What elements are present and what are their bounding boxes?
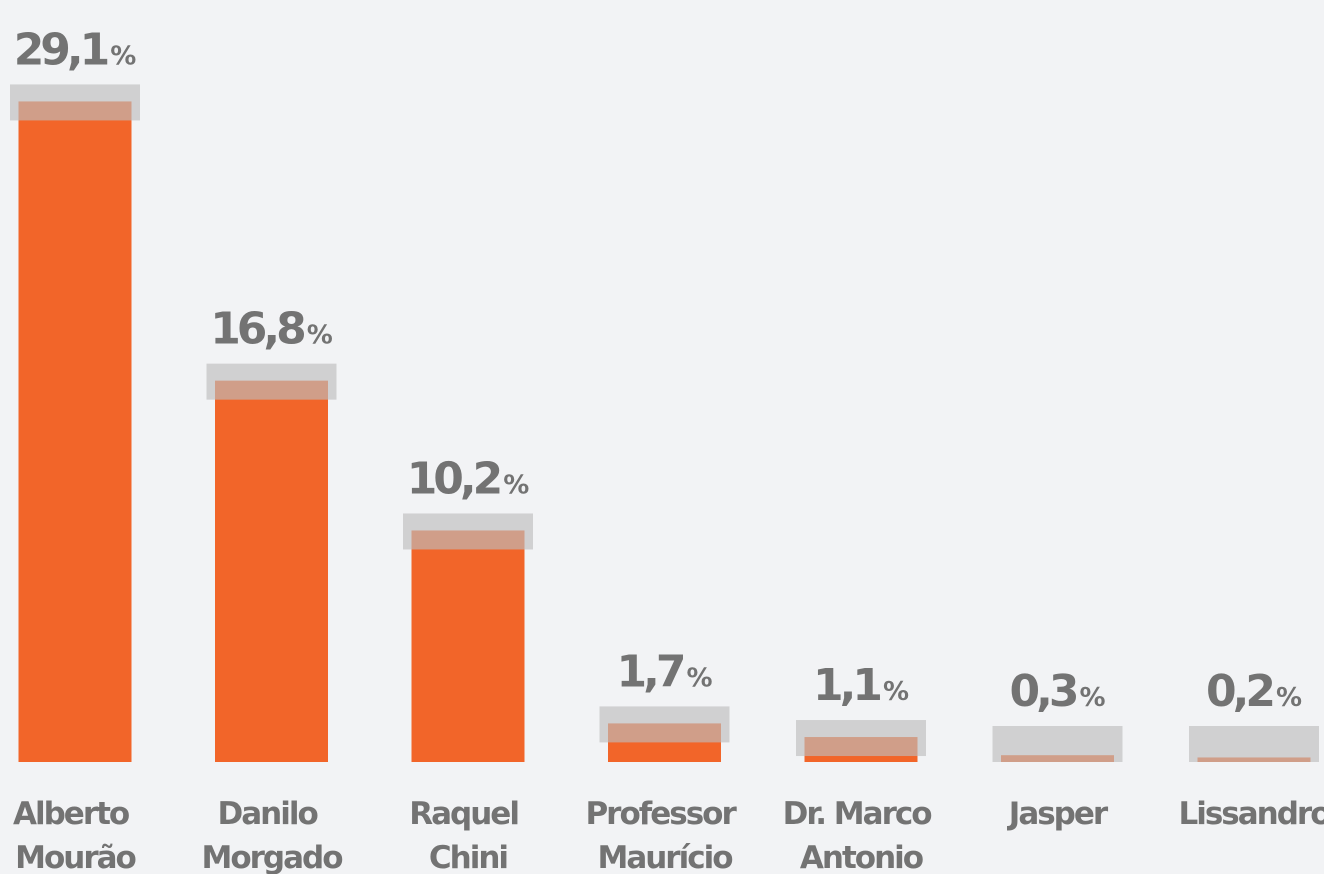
category-label: Alberto Mourão <box>13 796 137 874</box>
bar-highlight <box>796 720 926 757</box>
category-label: Danilo Morgado <box>201 796 342 874</box>
value-label: 1,1% <box>813 660 909 711</box>
value-label: 0,3% <box>1009 666 1105 717</box>
category-label: Dr. Marco Antonio <box>783 796 940 874</box>
bar-highlight <box>10 84 140 121</box>
category-label: Jasper <box>1007 796 1109 832</box>
value-label: 10,2% <box>407 453 530 504</box>
bar-highlight <box>1189 726 1319 762</box>
value-label: 29,1% <box>14 24 137 75</box>
category-label: Professor Maurício <box>585 796 743 874</box>
bar-highlight <box>206 363 337 400</box>
category-label: Lissandro <box>1178 796 1324 832</box>
bar <box>411 530 525 762</box>
bar <box>18 101 132 763</box>
value-label: 1,7% <box>616 646 712 697</box>
bar-highlight <box>599 706 730 743</box>
value-label: 16,8% <box>210 304 333 355</box>
category-label: Raquel Chini <box>409 796 527 874</box>
value-label: 0,2% <box>1206 666 1302 717</box>
bar-highlight <box>992 726 1123 762</box>
bar-highlight <box>403 513 533 550</box>
bar <box>215 380 328 762</box>
